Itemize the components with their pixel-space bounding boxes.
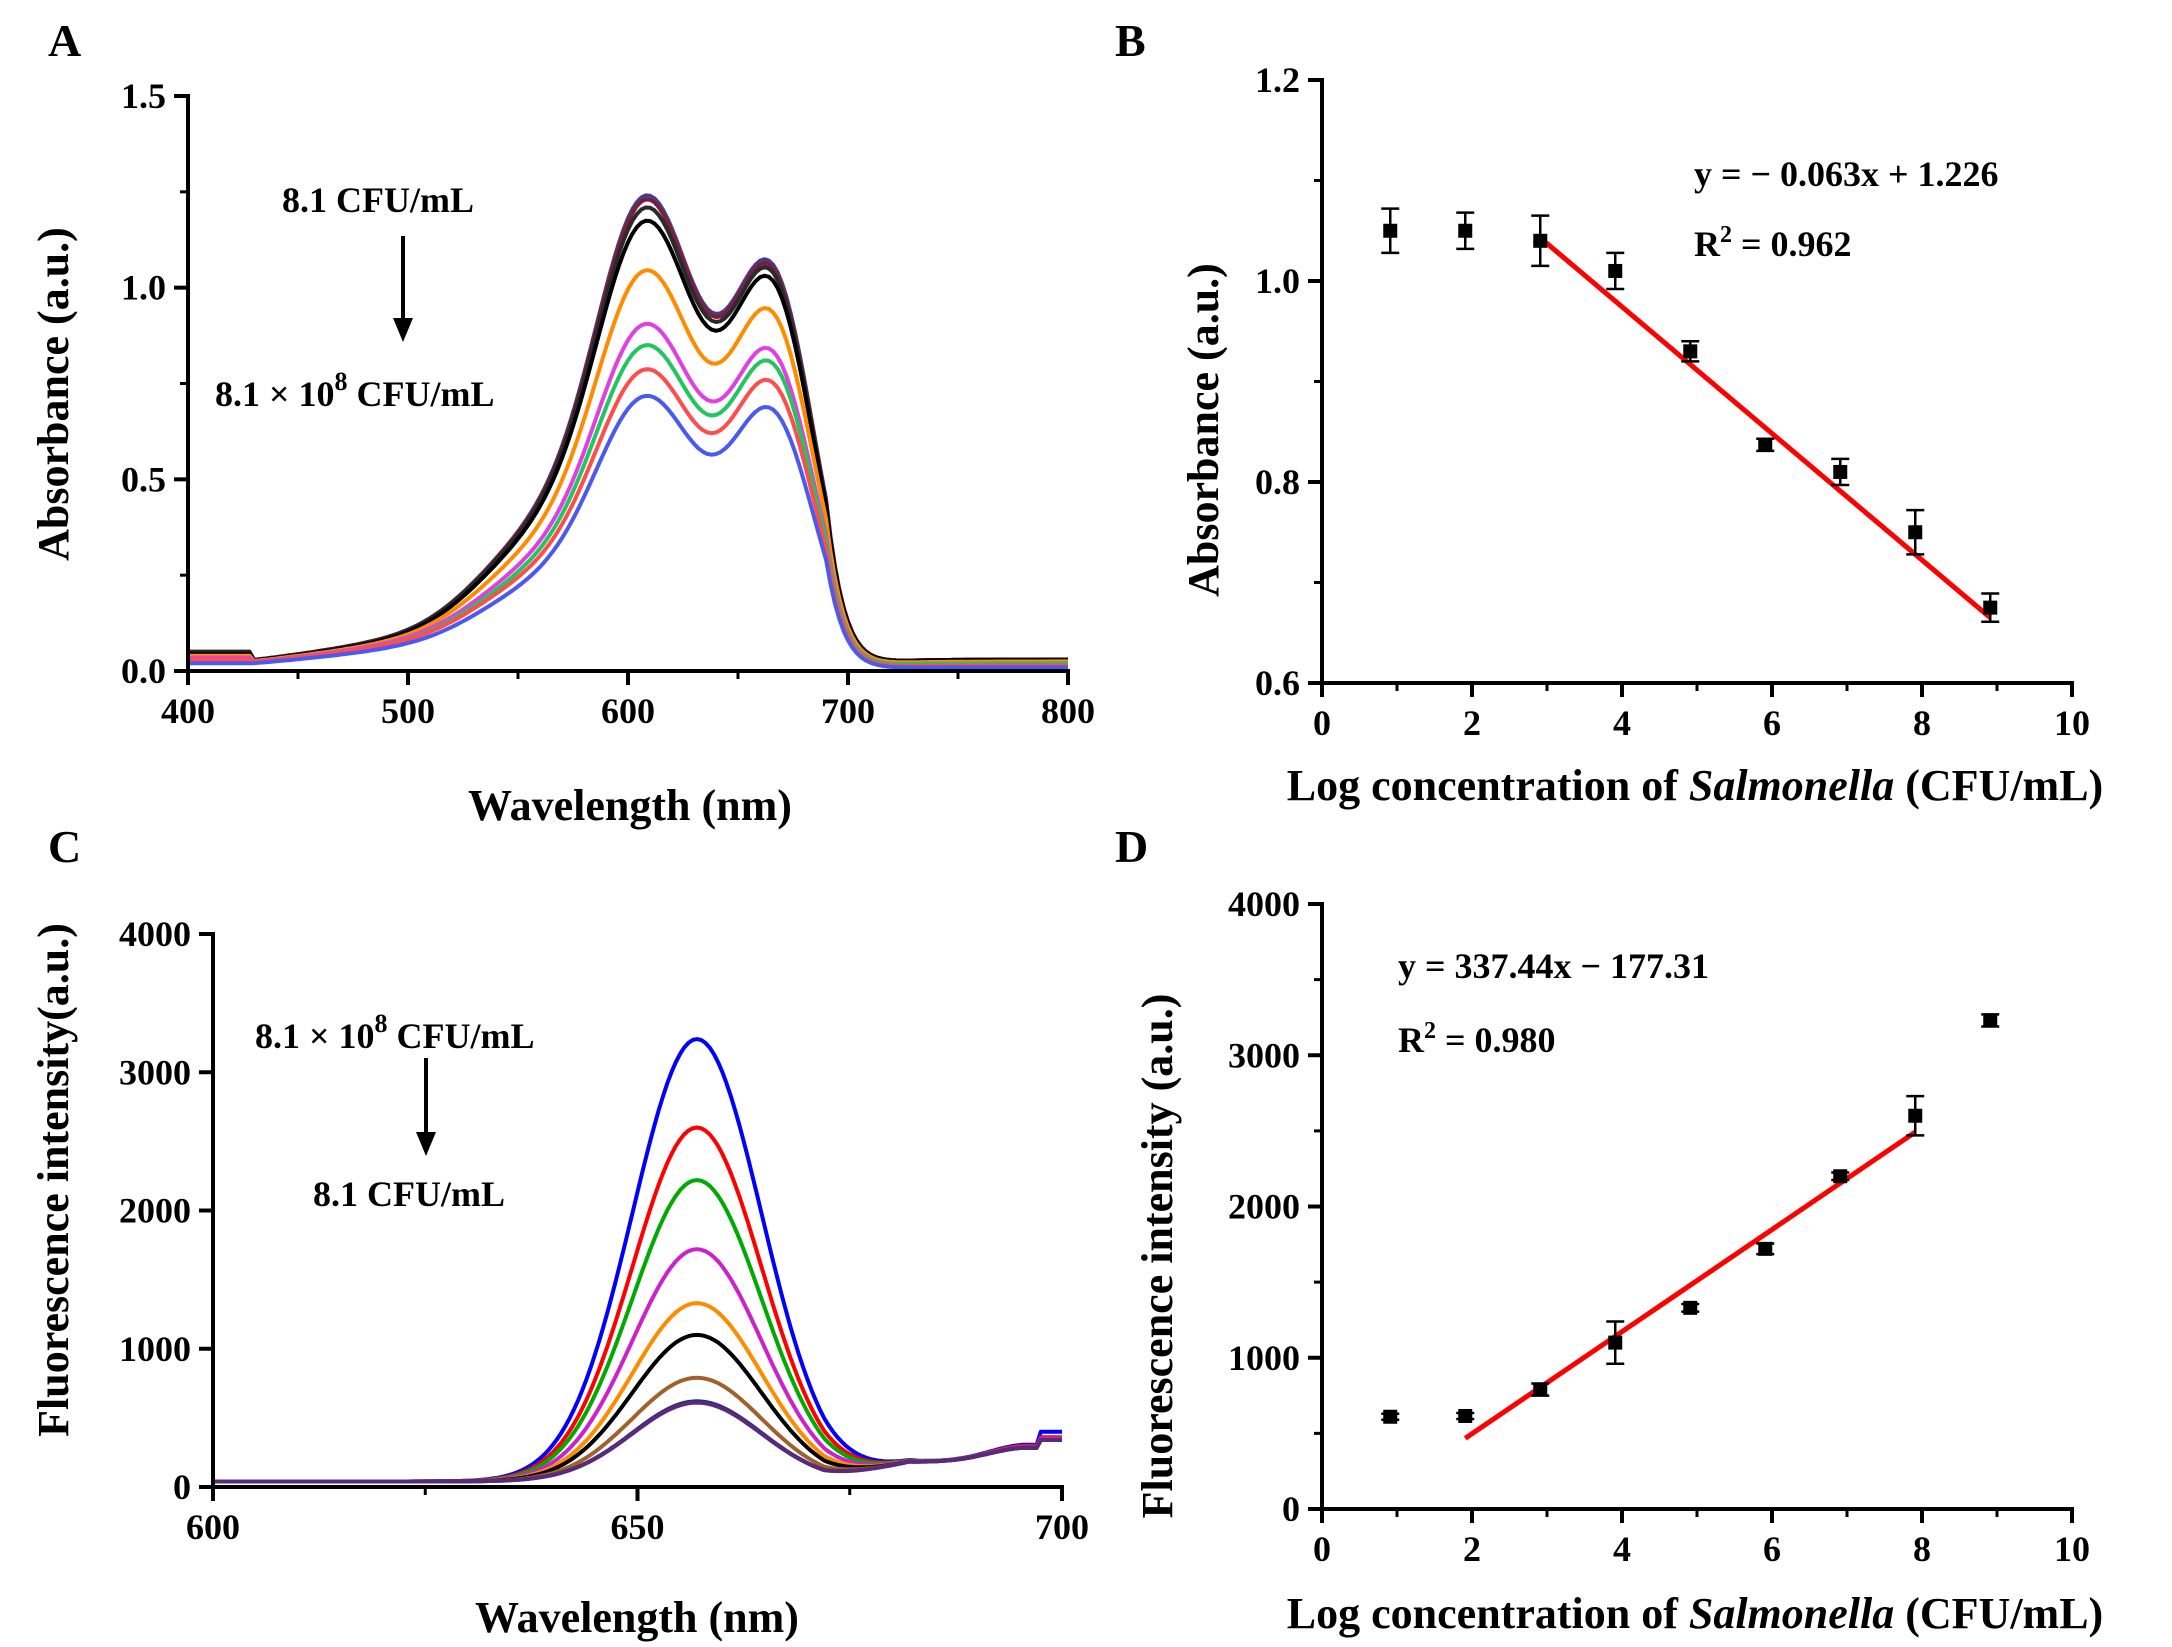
- panel-a-arrow-head: [393, 318, 413, 342]
- data-point: [1908, 1108, 1923, 1123]
- data-point: [1458, 1408, 1473, 1423]
- panel-c-series-line: [213, 1400, 1062, 1484]
- panel-c-axes: 600 650 700 0 1000 2000 3000 4000: [119, 914, 1089, 1547]
- panel-a-series-line: [188, 193, 1068, 663]
- panel-c-xtick-label: 700: [1035, 1507, 1089, 1547]
- panel-c-ytick-label: 3000: [119, 1052, 191, 1092]
- data-point: [1383, 223, 1398, 238]
- panel-d-ytick-label: 3000: [1228, 1035, 1300, 1075]
- data-point: [1833, 1169, 1848, 1184]
- panel-a-ytick-label: 1.5: [121, 76, 166, 116]
- data-point: [1908, 525, 1923, 540]
- panel-b-equation: y = − 0.063x + 1.226: [1694, 154, 1999, 194]
- panel-b-ytick-label: 1.0: [1255, 261, 1300, 301]
- panel-a-xtick-label: 400: [161, 691, 215, 731]
- panel-d-xtick-label: 10: [2054, 1529, 2090, 1569]
- panel-a-annot-top: 8.1 CFU/mL: [282, 180, 474, 220]
- panel-b-xtick-label: 2: [1463, 703, 1481, 743]
- panel-d-r2: R2 = 0.980: [1398, 1018, 1556, 1060]
- panel-b-letter: B: [1115, 15, 1146, 66]
- panel-d-ytick-label: 0: [1282, 1489, 1300, 1529]
- panel-a-ytick-label: 0.0: [121, 651, 166, 691]
- fit-line: [1463, 1130, 1917, 1441]
- panel-c-letter: C: [48, 821, 81, 872]
- data-point: [1758, 1241, 1773, 1256]
- panel-c-arrow-head: [416, 1132, 436, 1156]
- panel-d-ytick-label: 1000: [1228, 1338, 1300, 1378]
- panel-d-marks: [1381, 1013, 2000, 1441]
- panel-d: D 0 2 4 6 8 10 0 1000 2000 3000 4000 Log concentra…: [1115, 821, 2103, 1638]
- panel-b-xlabel: Log concentration of Salmonella (CFU/mL): [1287, 761, 2103, 810]
- panel-d-letter: D: [1115, 821, 1148, 872]
- panel-c-xtick-label: 650: [611, 1507, 665, 1547]
- panel-b-xtick-label: 8: [1913, 703, 1931, 743]
- panel-d-xtick-label: 0: [1313, 1529, 1331, 1569]
- panel-b-ytick-label: 1.2: [1255, 60, 1300, 100]
- data-point: [1533, 233, 1548, 248]
- panel-b-ylabel: Absorbance (a.u.): [1179, 263, 1228, 597]
- panel-c: C 600 650 700 0 1000 2000 3000 4000 Wavelength …: [29, 821, 1089, 1642]
- data-point: [1608, 263, 1623, 278]
- data-point: [1458, 223, 1473, 238]
- panel-d-xtick-label: 2: [1463, 1529, 1481, 1569]
- panel-c-xlabel: Wavelength (nm): [475, 1593, 799, 1642]
- panel-c-ylabel: Fluorescence intensity(a.u.): [29, 923, 78, 1437]
- panel-b-r2: R2 = 0.962: [1694, 222, 1852, 264]
- panel-a-series-line: [188, 197, 1068, 663]
- panel-c-ytick-label: 0: [173, 1467, 191, 1507]
- panel-b-marks: [1381, 207, 2000, 623]
- panel-a-ylabel: Absorbance (a.u.): [29, 227, 78, 561]
- panel-a-series-line: [188, 205, 1068, 663]
- panel-a-ytick-label: 1.0: [121, 268, 166, 308]
- panel-c-series: [213, 1037, 1062, 1484]
- fit-line: [1538, 235, 1992, 620]
- panel-c-annot-top: 8.1 × 108 CFU/mL: [255, 1009, 535, 1056]
- data-point: [1833, 464, 1848, 479]
- data-point: [1983, 1013, 1998, 1028]
- panel-a-xtick-label: 600: [601, 691, 655, 731]
- panel-a-series-line: [188, 393, 1068, 670]
- panel-b-xtick-label: 10: [2054, 703, 2090, 743]
- panel-b-xtick-label: 4: [1613, 703, 1631, 743]
- panel-c-ytick-label: 1000: [119, 1329, 191, 1369]
- panel-a-ytick-label: 0.5: [121, 459, 166, 499]
- panel-a-xtick-label: 800: [1041, 691, 1095, 731]
- panel-d-equation: y = 337.44x − 177.31: [1398, 946, 1709, 986]
- panel-c-ytick-label: 4000: [119, 914, 191, 954]
- panel-a-xtick-label: 500: [381, 691, 435, 731]
- panel-b-ytick-label: 0.8: [1255, 462, 1300, 502]
- panel-d-ytick-label: 2000: [1228, 1187, 1300, 1227]
- panel-d-xtick-label: 6: [1763, 1529, 1781, 1569]
- panel-b-axes: 0 2 4 6 8 10 0.6 0.8 1.0 1.2: [1255, 60, 2090, 743]
- panel-d-axes: 0 2 4 6 8 10 0 1000 2000 3000 4000: [1228, 884, 2090, 1569]
- panel-a-series-line: [188, 268, 1068, 665]
- panel-a: A 400 500 600 700 800 0.0 0.5 1.0 1.5 Wavelength…: [29, 15, 1095, 830]
- panel-a-axes: 400 500 600 700 800 0.0 0.5 1.0 1.5: [121, 76, 1095, 731]
- panel-c-annot-bottom: 8.1 CFU/mL: [313, 1174, 505, 1214]
- data-point: [1608, 1335, 1623, 1350]
- panel-c-xtick-label: 600: [186, 1507, 240, 1547]
- panel-a-xlabel: Wavelength (nm): [468, 781, 792, 830]
- panel-d-xlabel: Log concentration of Salmonella (CFU/mL): [1287, 1589, 2103, 1638]
- data-point: [1383, 1409, 1398, 1424]
- data-point: [1758, 437, 1773, 452]
- panel-d-xtick-label: 8: [1913, 1529, 1931, 1569]
- panel-b-xtick-label: 0: [1313, 703, 1331, 743]
- panel-b-xtick-label: 6: [1763, 703, 1781, 743]
- panel-c-ytick-label: 2000: [119, 1191, 191, 1231]
- panel-a-xtick-label: 700: [821, 691, 875, 731]
- data-point: [1683, 344, 1698, 359]
- panel-d-xtick-label: 4: [1613, 1529, 1631, 1569]
- data-point: [1683, 1300, 1698, 1315]
- data-point: [1983, 600, 1998, 615]
- panel-a-series: [188, 193, 1068, 670]
- panel-b: B 0 2 4 6 8 10 0.6 0.8 1.0 1.2 Log concentration …: [1115, 15, 2103, 810]
- panel-a-annot-bottom: 8.1 × 108 CFU/mL: [215, 367, 495, 414]
- panel-a-letter: A: [48, 15, 81, 66]
- data-point: [1533, 1382, 1548, 1397]
- panel-d-ylabel: Fluorescence intensity (a.u.): [1133, 994, 1182, 1519]
- panel-d-ytick-label: 4000: [1228, 884, 1300, 924]
- panel-b-ytick-label: 0.6: [1255, 663, 1300, 703]
